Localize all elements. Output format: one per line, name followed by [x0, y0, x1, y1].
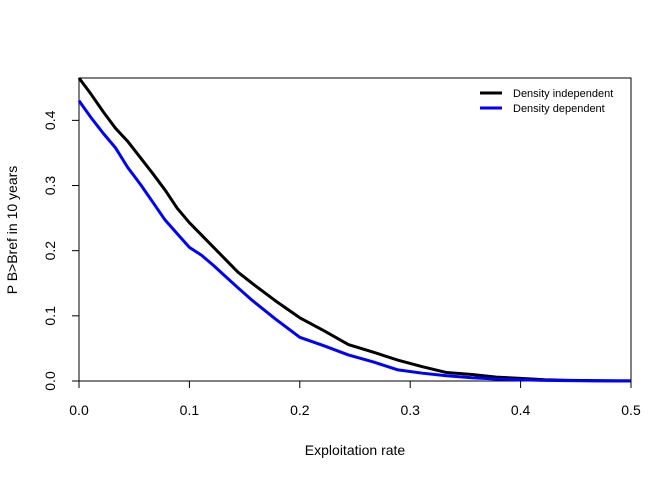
series-line-2 [77, 99, 631, 383]
legend-label-1: Density independent [513, 88, 613, 100]
y-tick-label: 0.1 [42, 306, 58, 326]
y-tick-label: 0.4 [42, 110, 58, 130]
legend: Density independent Density dependent [480, 88, 613, 115]
x-tick-label: 0.5 [621, 402, 641, 418]
series-line-1 [77, 77, 632, 383]
x-tick-label: 0.1 [180, 402, 200, 418]
x-tick-label: 0.4 [511, 402, 531, 418]
y-tick-label: 0.0 [42, 371, 58, 391]
x-axis-label: Exploitation rate [305, 442, 406, 458]
y-tick-label: 0.3 [42, 176, 58, 196]
series-layer [77, 77, 632, 383]
y-axis-label: P B>Bref in 10 years [4, 166, 20, 295]
x-axis: 0.0 0.1 0.2 0.3 0.4 0.5 [69, 381, 641, 418]
y-axis: 0.0 0.1 0.2 0.3 0.4 [42, 110, 79, 391]
y-tick-label: 0.2 [42, 241, 58, 261]
x-tick-label: 0.3 [400, 402, 420, 418]
plot-frame [78, 77, 632, 382]
x-tick-label: 0.0 [69, 402, 89, 418]
x-tick-label: 0.2 [290, 402, 310, 418]
plot-area [78, 77, 632, 382]
legend-label-2: Density dependent [513, 103, 605, 115]
